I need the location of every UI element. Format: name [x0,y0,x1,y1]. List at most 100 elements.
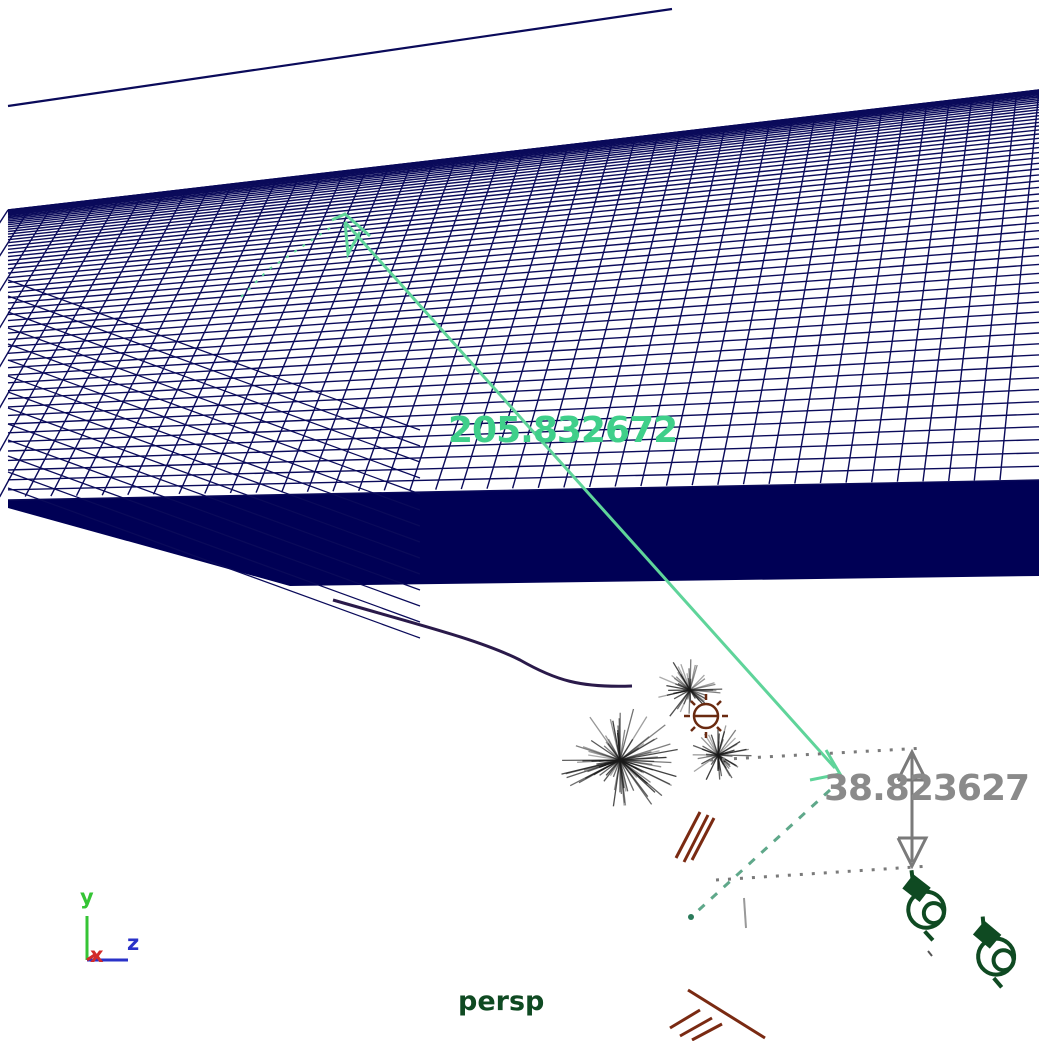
foliage-stroke [604,735,621,761]
camera-name-label: persp [458,986,545,1017]
foliage-stroke [710,734,719,756]
grid-line [409,149,525,491]
grid-line [7,465,1039,491]
grid-line [7,407,421,559]
grid-line [7,388,1039,434]
grid-line [665,123,749,486]
point-light-icon[interactable] [684,694,728,738]
foliage-stroke [619,759,627,792]
grid-line [7,94,1039,215]
grid-line [537,136,637,488]
grid-line [7,279,421,431]
small-locator[interactable] [927,950,933,957]
plane-far-edge[interactable] [7,7,673,108]
grid-line [7,92,1039,214]
grid-line [50,186,211,497]
foliage-stroke [603,759,621,782]
foliage-stroke [700,736,719,756]
camera-icon[interactable] [886,869,959,942]
grid-line [178,173,323,495]
foliage-stroke [689,688,723,691]
grid-line [511,139,614,489]
foliage-stroke [588,754,621,761]
foliage-stroke [619,759,672,764]
grid-line [152,175,301,495]
grid-line [7,207,1039,299]
grid-line [0,191,166,498]
grid-line [7,146,1039,254]
foliage-stroke [607,743,621,761]
grid-line [7,301,1039,369]
grid-line [7,238,1039,322]
grid-line [7,471,421,623]
foliage-stroke [607,738,621,761]
grid-line [7,311,1039,376]
foliage-stroke [666,684,691,691]
grid-line [383,152,502,491]
grid-line [845,105,906,483]
foliage-stroke [689,664,696,691]
foliage-stroke [717,743,738,756]
nurbs-curve[interactable] [332,598,633,688]
foliage-stroke [687,689,691,700]
foliage-stroke [689,678,692,691]
distance-measure-tool[interactable] [239,212,843,920]
foliage-stroke [619,759,656,793]
foliage-stroke [605,741,621,761]
foliage-stroke [689,678,706,691]
ground-grid[interactable] [0,89,1039,639]
foliage-stroke [689,689,708,700]
height-measure-tool[interactable] [709,746,931,882]
grid-line [7,354,1039,408]
foliage-stroke [603,745,621,761]
grid-line [7,104,1039,222]
grid-line [127,178,278,496]
measure-arrow-icon [331,212,371,238]
foliage-stroke [619,708,635,761]
grid-line [7,327,421,479]
grid-line [7,133,1039,244]
grid-line [7,391,421,543]
foliage-stroke [706,754,719,757]
foliage-stroke [689,689,721,694]
foliage-stroke [717,741,741,756]
grid-line [7,96,1039,216]
grid-line [486,141,592,489]
foliage-stroke [689,689,700,701]
foliage-stroke [717,751,728,756]
grid-line [7,222,1039,310]
locator-strokes[interactable] [669,811,766,1041]
grid-line [7,193,1039,288]
foliage-stroke [619,759,645,774]
foliage-stroke [689,674,705,691]
foliage-stroke [688,689,691,714]
grid-line [7,455,421,607]
grid-line [7,109,1039,226]
foliage-stroke [619,756,668,761]
grid-line [7,295,421,447]
foliage-stroke [619,756,667,761]
grid-line [358,154,480,492]
grid-line [0,204,54,292]
foliage-stroke [619,743,671,761]
grid-line [7,359,421,511]
grid-line [614,128,704,487]
camera-icon[interactable] [956,916,1029,989]
foliage-stroke [680,663,691,691]
foliage-stroke [613,759,621,791]
grid-line [7,174,1039,274]
distance-measure-label: 205.832672 [448,410,678,451]
foliage-object[interactable] [561,659,752,807]
grid-line [973,92,1018,481]
grid-line [640,126,726,487]
foliage-stroke [619,759,653,771]
axis-z-label: z [127,931,140,955]
small-locator[interactable] [743,897,747,929]
grid-line [7,111,1039,228]
foliage-stroke [689,689,705,702]
measure-arrow-icon [896,836,929,870]
measure-arrow-icon [896,748,929,782]
grid-line [7,115,1039,230]
